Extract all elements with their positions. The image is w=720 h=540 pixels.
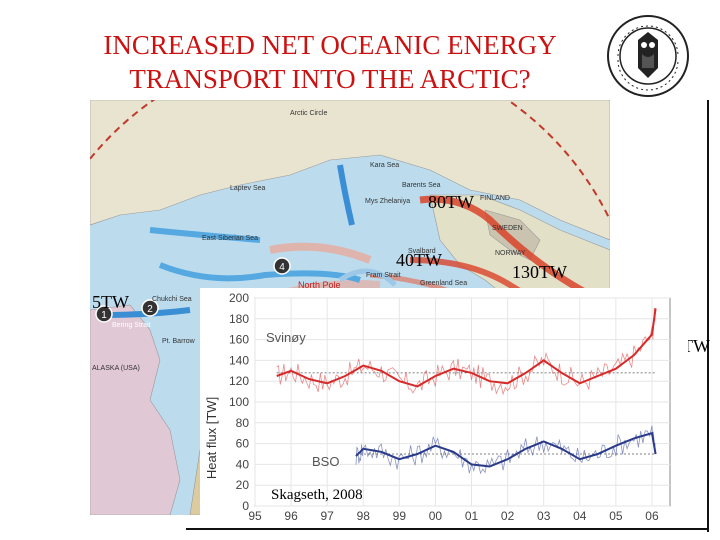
citation-label: Skagseth, 2008 (271, 487, 363, 503)
x-tick-label: 97 (320, 509, 334, 523)
x-tick-label: 05 (609, 509, 623, 523)
x-tick-label: 04 (573, 509, 587, 523)
map-label-arctic-circle: Arctic Circle (290, 110, 328, 117)
y-tick-label: 20 (236, 478, 250, 492)
y-tick-labels: 0 20 40 60 80 100 120 140 160 180 200 (229, 291, 249, 513)
map-label-alaska: ALASKA (USA) (92, 365, 140, 372)
flux-label-80tw: 80TW (428, 192, 474, 212)
map-label-sweden: SWEDEN (492, 225, 523, 232)
x-tick-label: 96 (284, 509, 298, 523)
map-label-svalbard: Svalbard (408, 248, 436, 255)
map-label-east-siberian-sea: East Siberian Sea (202, 235, 259, 242)
x-tick-label: 06 (645, 509, 659, 523)
map-label-north-pole: North Pole (298, 280, 341, 290)
y-tick-label: 80 (236, 416, 250, 430)
map-label-finland: FINLAND (480, 195, 510, 202)
map-label-kara-sea: Kara Sea (370, 162, 400, 169)
y-tick-label: 40 (236, 457, 250, 471)
flux-label-40tw-map: 40TW (396, 250, 442, 270)
map-label-barents-sea: Barents Sea (402, 182, 441, 189)
x-tick-label: 95 (248, 509, 262, 523)
map-label-chukchi-sea: Chukchi Sea (152, 296, 192, 303)
university-seal-logo (607, 15, 689, 97)
map-marker-2: 2 (147, 304, 153, 315)
map-label-laptev-sea: Laptev Sea (230, 185, 266, 192)
y-tick-label: 160 (229, 333, 249, 347)
map-label-pt-barrow: Pt. Barrow (162, 338, 195, 345)
map-label-greenland-sea: Greenland Sea (420, 280, 468, 287)
chart-grid (254, 297, 671, 507)
x-tick-label: 00 (429, 509, 443, 523)
x-tick-labels: 95 96 97 98 99 00 01 02 03 04 05 06 (248, 509, 659, 523)
legend-bso: BSO (312, 454, 339, 469)
y-tick-label: 180 (229, 312, 249, 326)
x-tick-label: 03 (537, 509, 551, 523)
x-tick-label: 02 (501, 509, 515, 523)
y-tick-label: 60 (236, 437, 250, 451)
slide-title-line-1: INCREASED NET OCEANIC ENERGY (103, 30, 557, 60)
slide-frame-bottom (186, 528, 709, 530)
x-tick-label: 01 (465, 509, 479, 523)
map-label-fram-strait: Fram Strait (366, 272, 401, 279)
y-tick-label: 200 (229, 291, 249, 305)
slide-title-line-2: TRANSPORT INTO THE ARCTIC? (129, 64, 531, 94)
chart-series (276, 308, 657, 475)
map-label-norway: NORWAY (495, 250, 526, 257)
slide-title: INCREASED NET OCEANIC ENERGY TRANSPORT I… (40, 28, 620, 96)
map-marker-1: 1 (101, 310, 107, 321)
map-label-bering-strait: Bering Strait (112, 322, 151, 329)
y-axis-label: Heat flux [TW] (204, 397, 219, 479)
y-tick-label: 0 (242, 499, 249, 513)
y-tick-label: 120 (229, 374, 249, 388)
map-marker-4: 4 (279, 262, 285, 273)
y-tick-label: 140 (229, 353, 249, 367)
flux-label-5tw: 5TW (92, 292, 129, 312)
y-tick-label: 100 (229, 395, 249, 409)
legend-svinoy: Svinøy (266, 330, 306, 345)
x-tick-label: 99 (393, 509, 407, 523)
map-label-mys-zhelaniya: Mys Zhelaniya (365, 198, 411, 205)
x-tick-label: 98 (357, 509, 371, 523)
slide-frame-right (707, 100, 709, 532)
flux-label-130tw: 130TW (512, 262, 567, 282)
